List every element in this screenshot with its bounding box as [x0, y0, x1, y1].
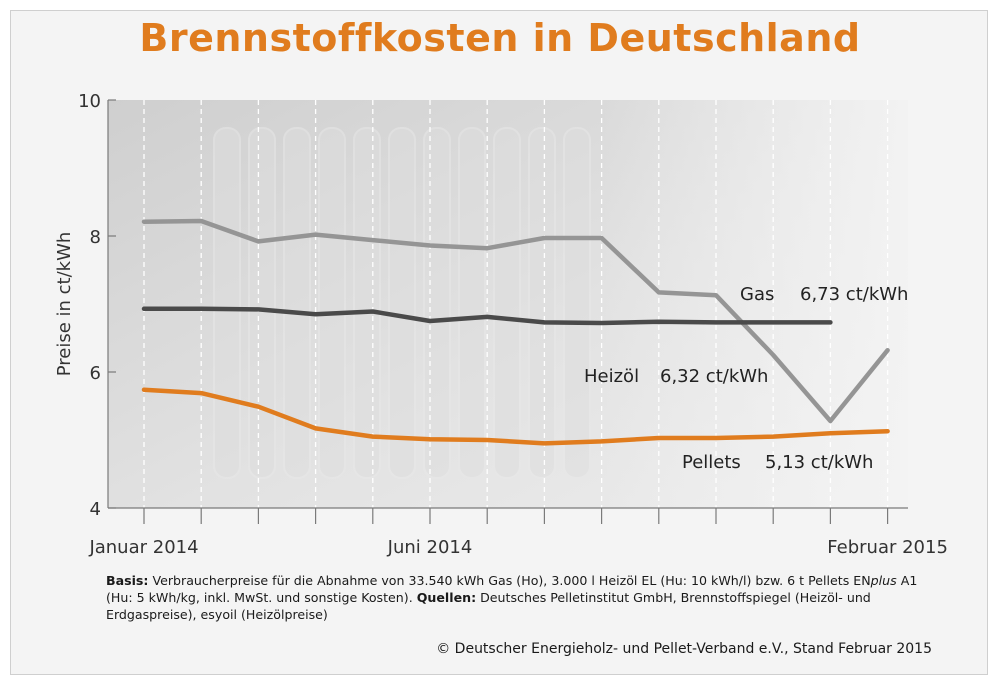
annotation-name: Gas: [740, 284, 774, 305]
basis-text: Verbraucherpreise für die Abnahme von 33…: [148, 573, 871, 588]
chart-title: Brennstoffkosten in Deutschland: [139, 16, 861, 60]
radiator-fin: [388, 127, 416, 479]
y-tick-label: 6: [90, 363, 101, 384]
radiator-fin: [213, 127, 241, 479]
annotation-value: 6,73 ct/kWh: [800, 284, 908, 305]
radiator-fin: [493, 127, 521, 479]
basis-text-2: A1 (Hu: 5 kWh/kg, inkl. MwSt. und sonsti…: [106, 573, 918, 605]
series-line-heizl: [141, 218, 890, 424]
radiator-fin: [458, 127, 486, 479]
y-tick-label: 4: [90, 499, 101, 520]
annotation-value: 5,13 ct/kWh: [765, 452, 873, 473]
x-axis-ticks: Januar 2014 Juni 2014 Februar 2015: [88, 508, 948, 558]
vertical-gridlines: [143, 100, 889, 508]
radiator-fin: [563, 127, 591, 479]
radiator-fin: [248, 127, 276, 479]
annotation-name: Pellets: [682, 452, 741, 473]
radiator-fin: [318, 127, 346, 479]
radiator-watermark: [180, 127, 591, 479]
radiator-valve: [180, 150, 210, 166]
series-annotations: Gas 6,73 ct/kWh Heizöl 6,32 ct/kWh Pellets 5,…: [584, 284, 908, 473]
notes: Basis: Verbraucherpreise für die Abnahme…: [106, 572, 926, 623]
y-axis-ticks: 4 6 8 10: [78, 91, 116, 520]
series-lines: [141, 218, 890, 446]
quellen-text: Deutsches Pelletinstitut GmbH, Brennstof…: [106, 590, 871, 622]
series-line-pellets: [141, 387, 890, 446]
radiator-fin: [528, 127, 556, 479]
x-tick-label: Februar 2015: [827, 537, 948, 558]
y-tick-label: 10: [78, 91, 101, 112]
y-axis-label: Preise in ct/kWh: [54, 232, 75, 377]
radiator-fin: [423, 127, 451, 479]
x-tick-label: Juni 2014: [387, 537, 473, 558]
basis-label: Basis:: [106, 573, 149, 588]
quellen-label: Quellen:: [416, 590, 477, 605]
y-tick-label: 8: [90, 227, 101, 248]
radiator-fin: [283, 127, 311, 479]
axes: [107, 100, 908, 509]
x-tick-label: Januar 2014: [88, 537, 198, 558]
copyright: © Deutscher Energieholz- und Pellet-Verb…: [436, 641, 932, 657]
radiator-fin: [353, 127, 381, 479]
series-line-gas: [141, 306, 833, 326]
enplus-italic: plus: [870, 573, 897, 588]
annotation-value: 6,32 ct/kWh: [660, 366, 768, 387]
annotation-name: Heizöl: [584, 366, 639, 387]
